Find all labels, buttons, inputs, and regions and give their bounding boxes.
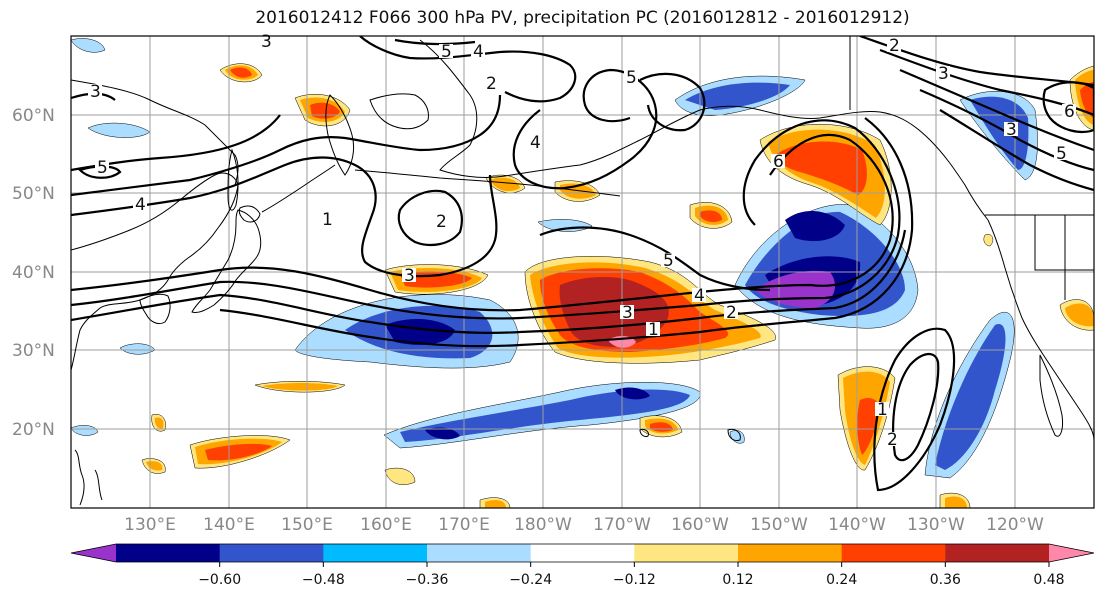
map-panel: 3 5 4 2 3 5 5 4 2 4 6 3 2 3 1 4 2 3 5 6 …: [12, 32, 1095, 530]
lon-label: 120°W: [986, 515, 1044, 530]
colorbar-tick-label: 0.12: [722, 572, 753, 588]
lon-label: 150°W: [750, 515, 808, 530]
colorbar-extend-high: [1049, 544, 1094, 562]
lat-label: 20°N: [12, 420, 55, 440]
colorbar-segments: [70, 543, 1095, 563]
colorbar-ticks: −0.60 −0.48 −0.36 −0.24 −0.12 0.12 0.24 0.36 0.4…: [198, 562, 1065, 588]
colorbar-tick-label: −0.60: [198, 572, 241, 588]
contour-label: 1: [877, 400, 888, 420]
colorbar-segment: [945, 544, 1050, 562]
contour-label: 3: [622, 303, 633, 323]
contour-label: 2: [887, 430, 898, 450]
map-title: 2016012412 F066 300 hPa PV, precipitatio…: [255, 8, 910, 28]
colorbar-outline: [70, 543, 1095, 563]
contour-label: 1: [648, 320, 659, 340]
lon-label: 130°E: [124, 515, 176, 530]
colorbar-segment: [116, 544, 221, 562]
colorbar-tick-label: 0.48: [1033, 572, 1064, 588]
colorbar-extend-low: [71, 544, 116, 562]
contour-label: 1: [322, 210, 333, 230]
lat-label: 40°N: [12, 263, 55, 283]
lon-label: 130°W: [907, 515, 965, 530]
colorbar-tick-label: −0.24: [509, 572, 552, 588]
lon-label: 160°E: [360, 515, 412, 530]
graticule: [71, 36, 1094, 508]
contour-label: 5: [1056, 144, 1067, 164]
contour-label: 5: [663, 251, 674, 271]
contour-label: 4: [473, 42, 484, 62]
contour-label: 6: [1064, 102, 1075, 122]
contour-labels: 3 5 4 2 3 5 5 4 2 4 6 3 2 3 1 4 2 3 5 6 …: [88, 32, 1076, 450]
colorbar-segment: [219, 544, 324, 562]
lon-label: 140°W: [828, 515, 886, 530]
contour-label: 2: [889, 36, 900, 56]
shading-layer: [71, 38, 1094, 508]
colorbar-segment: [738, 544, 843, 562]
contour-label: 3: [90, 82, 101, 102]
colorbar-segment: [530, 544, 635, 562]
contour-label: 4: [694, 286, 705, 306]
contour-label: 5: [441, 42, 452, 62]
contour-label: 3: [261, 32, 272, 52]
lon-label: 160°W: [671, 515, 729, 530]
colorbar-tick-label: 0.36: [930, 572, 961, 588]
contour-label: 4: [135, 195, 146, 215]
contour-label: 2: [436, 212, 447, 232]
lat-label: 50°N: [12, 184, 55, 204]
contour-label: 3: [938, 64, 949, 84]
pv-contours: [71, 36, 1094, 492]
lat-label: 30°N: [12, 341, 55, 361]
colorbar-tick-label: −0.48: [302, 572, 345, 588]
colorbar-segment: [427, 544, 532, 562]
contour-label: 2: [486, 74, 497, 94]
contour-label: 3: [404, 266, 415, 286]
lon-label: 170°W: [593, 515, 651, 530]
map-frame: [70, 35, 1095, 509]
colorbar-segment: [841, 544, 946, 562]
contour-label: 5: [97, 158, 108, 178]
colorbar-tick-label: 0.24: [826, 572, 857, 588]
contour-label: 4: [530, 133, 541, 153]
lon-label: 180°W: [514, 515, 572, 530]
lon-label: 170°E: [438, 515, 490, 530]
colorbar-tick-label: −0.36: [406, 572, 449, 588]
contour-label: 2: [726, 303, 737, 323]
coastlines: [71, 36, 1094, 506]
colorbar-segment: [323, 544, 428, 562]
lon-label: 140°E: [203, 515, 255, 530]
contour-label: 5: [626, 68, 637, 88]
colorbar-tick-label: −0.12: [613, 572, 656, 588]
contour-label: 6: [773, 152, 784, 172]
colorbar-segment: [634, 544, 739, 562]
lat-axis: 60°N 50°N 40°N 30°N 20°N: [12, 106, 55, 440]
contour-label: 3: [1006, 120, 1017, 140]
lat-label: 60°N: [12, 106, 55, 126]
lon-label: 150°E: [281, 515, 333, 530]
lon-axis: 130°E 140°E 150°E 160°E 170°E 180°W 170°…: [124, 515, 1044, 530]
